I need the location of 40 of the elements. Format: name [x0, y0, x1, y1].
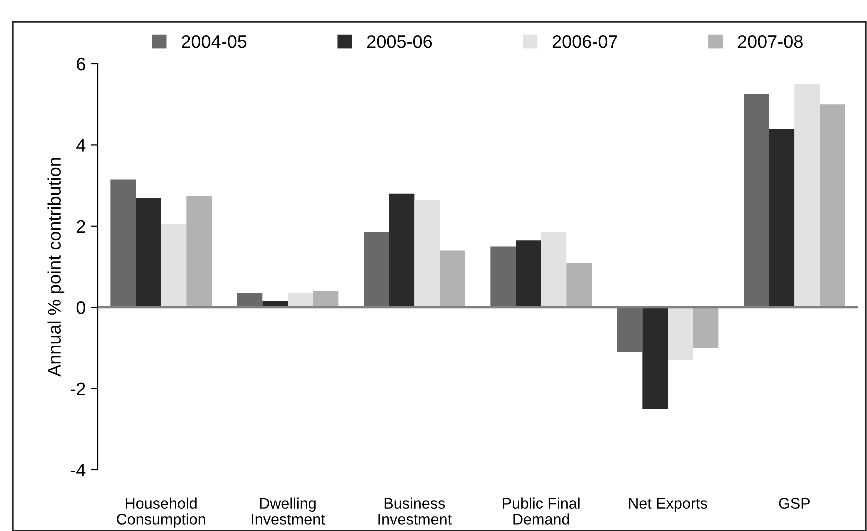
y-tick-label: 2 — [77, 220, 86, 233]
legend-label: 2005-06 — [368, 35, 432, 48]
bar — [161, 224, 187, 308]
bar — [136, 198, 162, 308]
bar — [642, 308, 668, 410]
bar — [313, 291, 339, 308]
x-tick-label: Net Exports — [629, 498, 708, 512]
bar — [769, 128, 795, 308]
bar — [693, 308, 719, 348]
bar — [110, 180, 136, 308]
x-tick-label: Public Final Demand — [503, 498, 580, 525]
bar — [288, 293, 314, 308]
bar — [414, 200, 440, 308]
bar — [364, 232, 390, 308]
bar — [617, 308, 643, 352]
x-tick-label: Household Consumption — [117, 498, 206, 528]
x-tick-label: Business Investment — [378, 498, 452, 525]
y-tick-label: 4 — [76, 139, 86, 152]
x-tick-label: Dwelling Investment — [252, 498, 326, 525]
bar — [490, 246, 516, 308]
legend-label: 2007-08 — [738, 35, 803, 48]
y-tick-label: -4 — [70, 464, 86, 477]
y-axis-title: Annual % point contribution — [48, 158, 65, 377]
bar — [668, 308, 694, 360]
bar — [744, 94, 770, 308]
bar — [541, 232, 567, 308]
y-tick-label: 6 — [77, 58, 86, 71]
bar — [389, 194, 415, 308]
bar — [186, 196, 212, 308]
bar — [516, 240, 542, 308]
x-tick-label: GSP — [779, 498, 810, 509]
y-tick-label: -2 — [70, 382, 86, 396]
legend-label: 2004-05 — [182, 35, 247, 48]
bar — [566, 262, 592, 308]
y-tick-label: 0 — [76, 302, 86, 314]
bar — [237, 293, 263, 308]
bar — [440, 250, 466, 308]
legend-label: 2006-07 — [552, 35, 618, 48]
bar — [820, 104, 846, 308]
bar — [794, 84, 820, 308]
